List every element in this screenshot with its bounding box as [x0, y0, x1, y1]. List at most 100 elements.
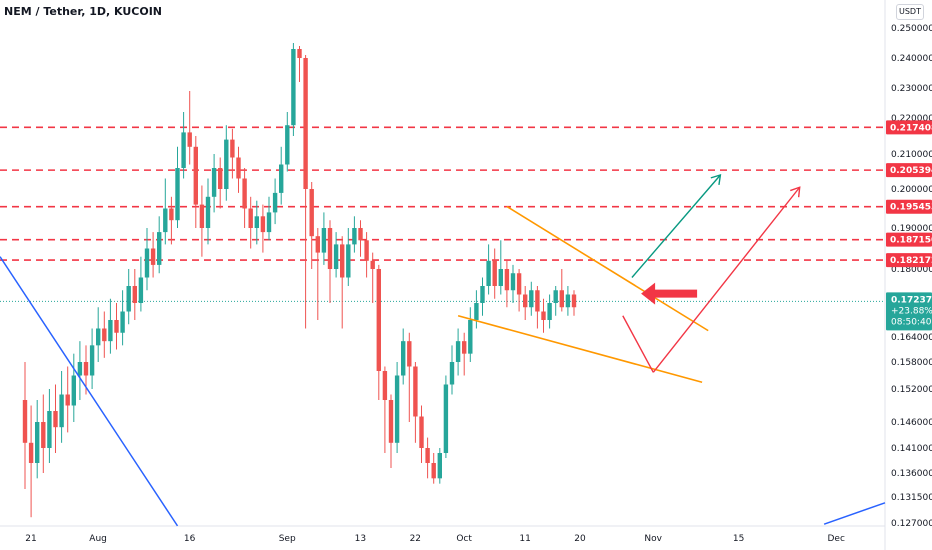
ascending-trendline [823, 502, 886, 525]
candle-body [65, 394, 70, 406]
candle-body [437, 453, 442, 479]
current-price-tag [886, 292, 932, 331]
candle-body [22, 400, 28, 443]
candle-body [279, 164, 284, 193]
resistance-tag [886, 120, 932, 135]
pointer-arrow [641, 282, 698, 305]
candle-body [132, 286, 137, 303]
candle-body [321, 228, 327, 253]
candle-body [83, 362, 89, 376]
x-tick-label: Aug [89, 534, 107, 544]
candle-body [266, 212, 272, 233]
resistance-tag [886, 253, 932, 268]
candle-body [108, 320, 113, 342]
y-tick-label: 0.200000 [891, 185, 932, 195]
candle-body [89, 345, 95, 376]
candle-body [407, 341, 412, 367]
x-tick-label: Oct [456, 534, 472, 544]
candle-body [211, 168, 217, 197]
resistance-tag-label: 0.182172 [890, 256, 932, 266]
x-tick-label: 21 [25, 534, 36, 544]
candle-body [449, 362, 455, 385]
x-tick-label: Dec [827, 534, 844, 544]
candle-body [181, 132, 186, 168]
candle-body [529, 290, 534, 308]
candle-body [559, 290, 564, 308]
candle-body [193, 146, 198, 205]
candle-body [230, 139, 235, 158]
candle-body [388, 400, 394, 443]
candle-body [523, 294, 528, 308]
candle-body [53, 411, 58, 428]
x-tick-label: 15 [733, 534, 744, 544]
candle-body [419, 416, 424, 448]
wedge-upper-line [506, 205, 709, 332]
candle-body [455, 341, 461, 362]
candle-body [163, 208, 168, 233]
descending-trendline [0, 256, 179, 527]
y-tick-label: 0.230000 [891, 84, 932, 94]
y-tick-label: 0.220000 [891, 114, 932, 124]
resistance-levels [0, 126, 885, 302]
y-tick-label: 0.190000 [891, 224, 932, 234]
candle-body [352, 228, 357, 245]
candle-body [358, 228, 363, 241]
candle-body [59, 394, 64, 428]
candle-body [144, 248, 150, 278]
candle-body [431, 463, 436, 479]
candle-body [77, 362, 83, 376]
candle-body [309, 189, 314, 237]
candle-body [199, 204, 205, 228]
candle-body [248, 208, 253, 228]
candle-body [28, 442, 34, 463]
y-tick-label: 0.240000 [891, 54, 932, 64]
candle-body [254, 216, 259, 228]
time-axis[interactable]: 21 Aug 16 Sep 13 22 Oct 11 20 Nov 15 Dec [25, 534, 845, 544]
candle-body [516, 273, 522, 295]
price-change-label: +23.88% [891, 306, 932, 316]
candle-body [297, 49, 302, 58]
x-tick-label: 20 [574, 534, 586, 544]
candle-body [291, 49, 296, 126]
y-tick-label: 0.131500 [891, 493, 932, 503]
x-tick-label: 13 [355, 534, 366, 544]
candle-body [205, 196, 211, 228]
candle-body [370, 260, 375, 269]
candle-body [547, 303, 552, 320]
candle-body [346, 244, 351, 278]
y-tick-label: 0.250000 [891, 24, 932, 34]
x-tick-label: Sep [279, 534, 296, 544]
candle-body [443, 384, 449, 453]
candle-body [169, 208, 174, 221]
candle-body [462, 341, 467, 354]
y-tick-label: 0.127000 [891, 519, 932, 529]
candle-body [382, 371, 388, 400]
candle-body [120, 311, 125, 333]
bullish-arrow-head [710, 174, 722, 185]
candle-body [480, 286, 485, 303]
candle-body [541, 311, 546, 320]
candle-body [102, 328, 107, 342]
candle-body [126, 286, 131, 312]
candle-body [333, 244, 339, 269]
resistance-tag [886, 199, 932, 214]
wedge-lower-line [457, 314, 703, 384]
candle-body [565, 294, 571, 308]
currency-button[interactable]: USDT [896, 4, 924, 20]
candle-body [394, 375, 400, 443]
y-tick-label: 0.180000 [891, 265, 932, 275]
current-price-label: 0.172374 [891, 295, 932, 305]
drawings [0, 174, 886, 527]
y-tick-label: 0.158000 [891, 358, 932, 368]
candle-body [364, 240, 369, 261]
candle-body [236, 157, 241, 179]
x-tick-label: 16 [184, 534, 196, 544]
candle-body [96, 328, 101, 346]
candle-body [498, 269, 503, 286]
resistance-tag-label: 0.217408 [890, 123, 932, 133]
candle-body [327, 228, 333, 269]
candle-body [315, 236, 320, 253]
